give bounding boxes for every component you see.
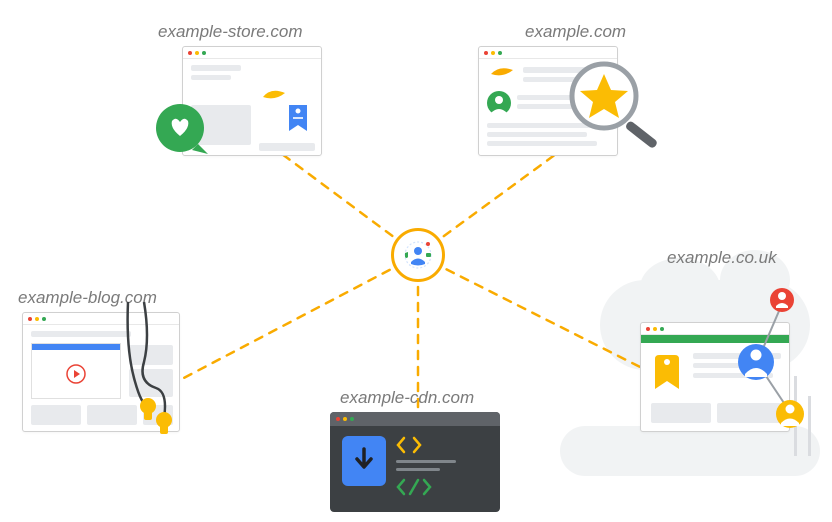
price-tag-icon [283,103,313,137]
node-label-cdn: example-cdn.com [340,388,474,408]
node-label-region: example.co.uk [667,248,777,268]
earbuds-icon [108,298,198,448]
people-graph [730,282,820,442]
store-accent-icon [261,87,287,103]
privacy-hub [391,228,445,282]
code-brackets-close-icon [396,478,436,496]
download-arrow-icon [352,447,376,475]
search-accent-icon [489,65,515,79]
code-brackets-icon [396,436,426,454]
region-tag-icon [651,353,685,397]
cdn-terminal [330,412,500,512]
avatar-icon [487,91,511,115]
magnifier-star-icon [560,56,670,166]
hub-icon [402,239,434,271]
download-tile [342,436,386,486]
node-label-store: example-store.com [158,22,303,42]
heart-bubble-icon [150,100,210,160]
node-label-search: example.com [525,22,626,42]
